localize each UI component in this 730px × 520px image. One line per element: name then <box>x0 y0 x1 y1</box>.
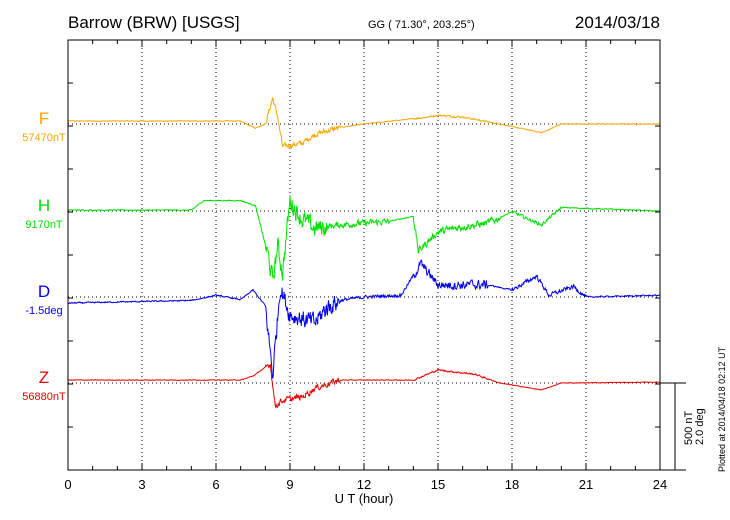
traces <box>67 97 661 409</box>
x-tick-label: 9 <box>286 477 293 492</box>
series-labels: F 57470nT H 9170nT D -1.5deg Z 56880nT <box>22 109 66 403</box>
series-name-H: H <box>38 196 50 215</box>
x-axis-label: U T (hour) <box>335 491 394 506</box>
x-tick-label: 18 <box>505 477 519 492</box>
plot-frame <box>67 39 661 471</box>
trace-D <box>67 258 661 379</box>
x-tick-label: 12 <box>357 477 371 492</box>
x-tick-label: 21 <box>579 477 593 492</box>
station-title: Barrow (BRW) [USGS] <box>68 13 240 32</box>
scale-nt-label: 500 nT <box>683 410 695 445</box>
axis-ticks: 0 3 6 9 12 15 18 21 24 <box>64 40 667 492</box>
series-baseline-D: -1.5deg <box>25 305 62 317</box>
trace-F <box>67 97 661 150</box>
series-baseline-Z: 56880nT <box>22 391 66 403</box>
grid <box>68 40 660 470</box>
scale-deg-label: 2.0 deg <box>694 408 706 445</box>
x-tick-label: 3 <box>138 477 145 492</box>
series-name-D: D <box>38 282 50 301</box>
trace-Z <box>67 363 660 409</box>
x-tick-label: 15 <box>431 477 445 492</box>
coordinates-label: GG ( 71.30°, 203.25°) <box>368 19 475 31</box>
x-tick-label: 24 <box>653 477 667 492</box>
x-tick-label: 0 <box>64 477 71 492</box>
series-baseline-F: 57470nT <box>22 132 66 144</box>
x-tick-label: 6 <box>212 477 219 492</box>
trace-H <box>67 195 661 281</box>
series-name-F: F <box>39 109 49 128</box>
series-baseline-H: 9170nT <box>25 219 63 231</box>
plotted-timestamp: Plotted at 2014/04/18 02:12 UT <box>717 346 727 472</box>
scale-bar: 500 nT 2.0 deg <box>660 382 706 471</box>
date-label: 2014/03/18 <box>575 13 660 32</box>
series-name-Z: Z <box>39 368 49 387</box>
